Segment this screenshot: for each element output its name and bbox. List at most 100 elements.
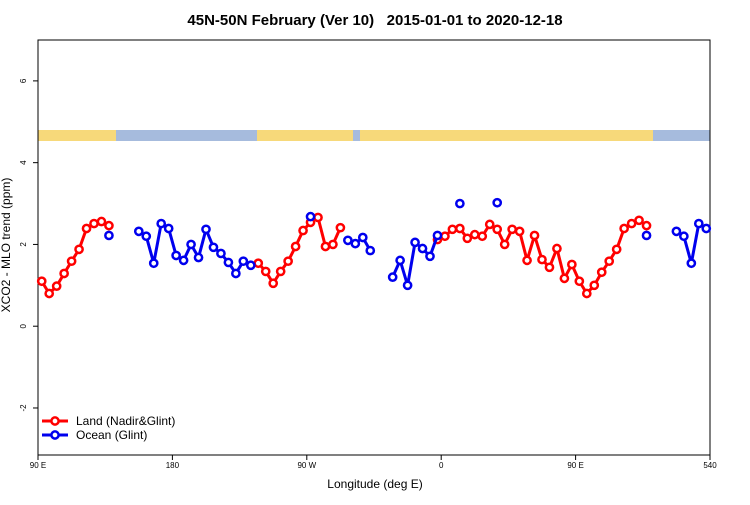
- y-tick-label: 6: [19, 78, 28, 83]
- data-point: [163, 223, 174, 234]
- data-point: [611, 244, 622, 255]
- chart-title: 45N-50N February (Ver 10) 2015-01-01 to …: [187, 12, 562, 29]
- data-point: [447, 224, 458, 235]
- data-point: [104, 220, 114, 231]
- land-strip: [38, 130, 116, 141]
- data-point: [641, 230, 652, 241]
- data-point: [581, 288, 592, 299]
- data-point: [387, 272, 398, 282]
- data-point: [238, 256, 249, 267]
- data-point: [298, 225, 308, 236]
- data-point: [89, 218, 99, 229]
- data-point: [201, 224, 211, 235]
- data-point: [425, 251, 435, 262]
- data-point: [74, 244, 84, 255]
- legend-label: Ocean (Glint): [76, 428, 147, 442]
- data-point: [522, 255, 532, 266]
- x-tick-label: 90 E: [30, 461, 46, 470]
- legend-label: Land (Nadir&Glint): [76, 414, 175, 428]
- data-point: [96, 216, 107, 227]
- y-tick-label: 2: [19, 242, 28, 247]
- data-point: [499, 239, 510, 250]
- data-point: [574, 276, 585, 287]
- x-tick-label: 540: [703, 461, 717, 470]
- data-point: [492, 224, 503, 235]
- data-point: [455, 198, 465, 209]
- data-point: [275, 266, 286, 277]
- data-point: [469, 229, 480, 240]
- data-point: [634, 215, 644, 226]
- data-point: [626, 218, 637, 229]
- data-point: [44, 288, 55, 299]
- data-point: [231, 268, 241, 279]
- data-point: [193, 252, 204, 263]
- data-point: [559, 273, 570, 284]
- data-point: [455, 223, 465, 234]
- data-point: [679, 231, 689, 242]
- x-axis-label: Longitude (deg E): [327, 477, 422, 491]
- data-point: [36, 276, 47, 287]
- data-point: [253, 258, 264, 269]
- data-point: [305, 211, 316, 222]
- data-point: [604, 256, 615, 267]
- y-tick-label: 4: [19, 160, 28, 165]
- data-point: [216, 248, 226, 259]
- data-point: [641, 220, 652, 231]
- data-point: [693, 218, 704, 229]
- data-point: [313, 212, 323, 223]
- data-point: [186, 239, 196, 250]
- x-tick-label: 0: [439, 461, 444, 470]
- data-point: [171, 250, 181, 261]
- data-point: [51, 281, 62, 291]
- data-point: [402, 280, 413, 291]
- data-point: [81, 223, 92, 234]
- y-tick-label: 0: [19, 323, 28, 328]
- y-tick-label: -2: [19, 404, 28, 412]
- data-point: [507, 224, 517, 235]
- data-point: [328, 239, 338, 250]
- data-point: [148, 258, 159, 269]
- legend-marker: [50, 430, 60, 440]
- data-point: [268, 278, 279, 289]
- data-point: [410, 237, 420, 248]
- land-strip: [257, 130, 353, 141]
- data-point: [335, 222, 346, 233]
- x-tick-label: 90 W: [297, 461, 316, 470]
- data-point: [477, 231, 488, 242]
- y-axis-label: XCO2 - MLO trend (ppm): [0, 178, 13, 313]
- data-point: [514, 226, 525, 237]
- data-point: [283, 256, 293, 267]
- data-point: [350, 238, 361, 249]
- data-point: [365, 245, 376, 256]
- data-point: [343, 235, 353, 246]
- data-point: [260, 266, 271, 277]
- data-point: [59, 268, 69, 279]
- data-point: [567, 259, 577, 270]
- data-point: [492, 197, 503, 208]
- data-point: [395, 255, 405, 266]
- data-point: [432, 230, 443, 241]
- data-point: [686, 258, 697, 269]
- data-point: [544, 262, 555, 273]
- data-point: [537, 254, 547, 265]
- x-tick-label: 180: [166, 461, 180, 470]
- data-point: [552, 243, 562, 254]
- data-point: [529, 230, 540, 241]
- data-point: [440, 231, 450, 242]
- plot-frame: [37, 39, 711, 456]
- data-point: [701, 223, 712, 234]
- x-tick-label: 90 E: [567, 461, 583, 470]
- data-point: [133, 226, 144, 237]
- data-point: [208, 242, 219, 253]
- data-point: [484, 219, 495, 230]
- data-point: [290, 241, 301, 252]
- data-point: [178, 255, 189, 266]
- data-point: [619, 223, 629, 234]
- data-point: [596, 267, 607, 278]
- legend-marker: [50, 416, 60, 426]
- data-point: [141, 231, 152, 242]
- data-point: [357, 232, 368, 243]
- land-strip: [360, 130, 653, 141]
- data-point: [320, 241, 331, 252]
